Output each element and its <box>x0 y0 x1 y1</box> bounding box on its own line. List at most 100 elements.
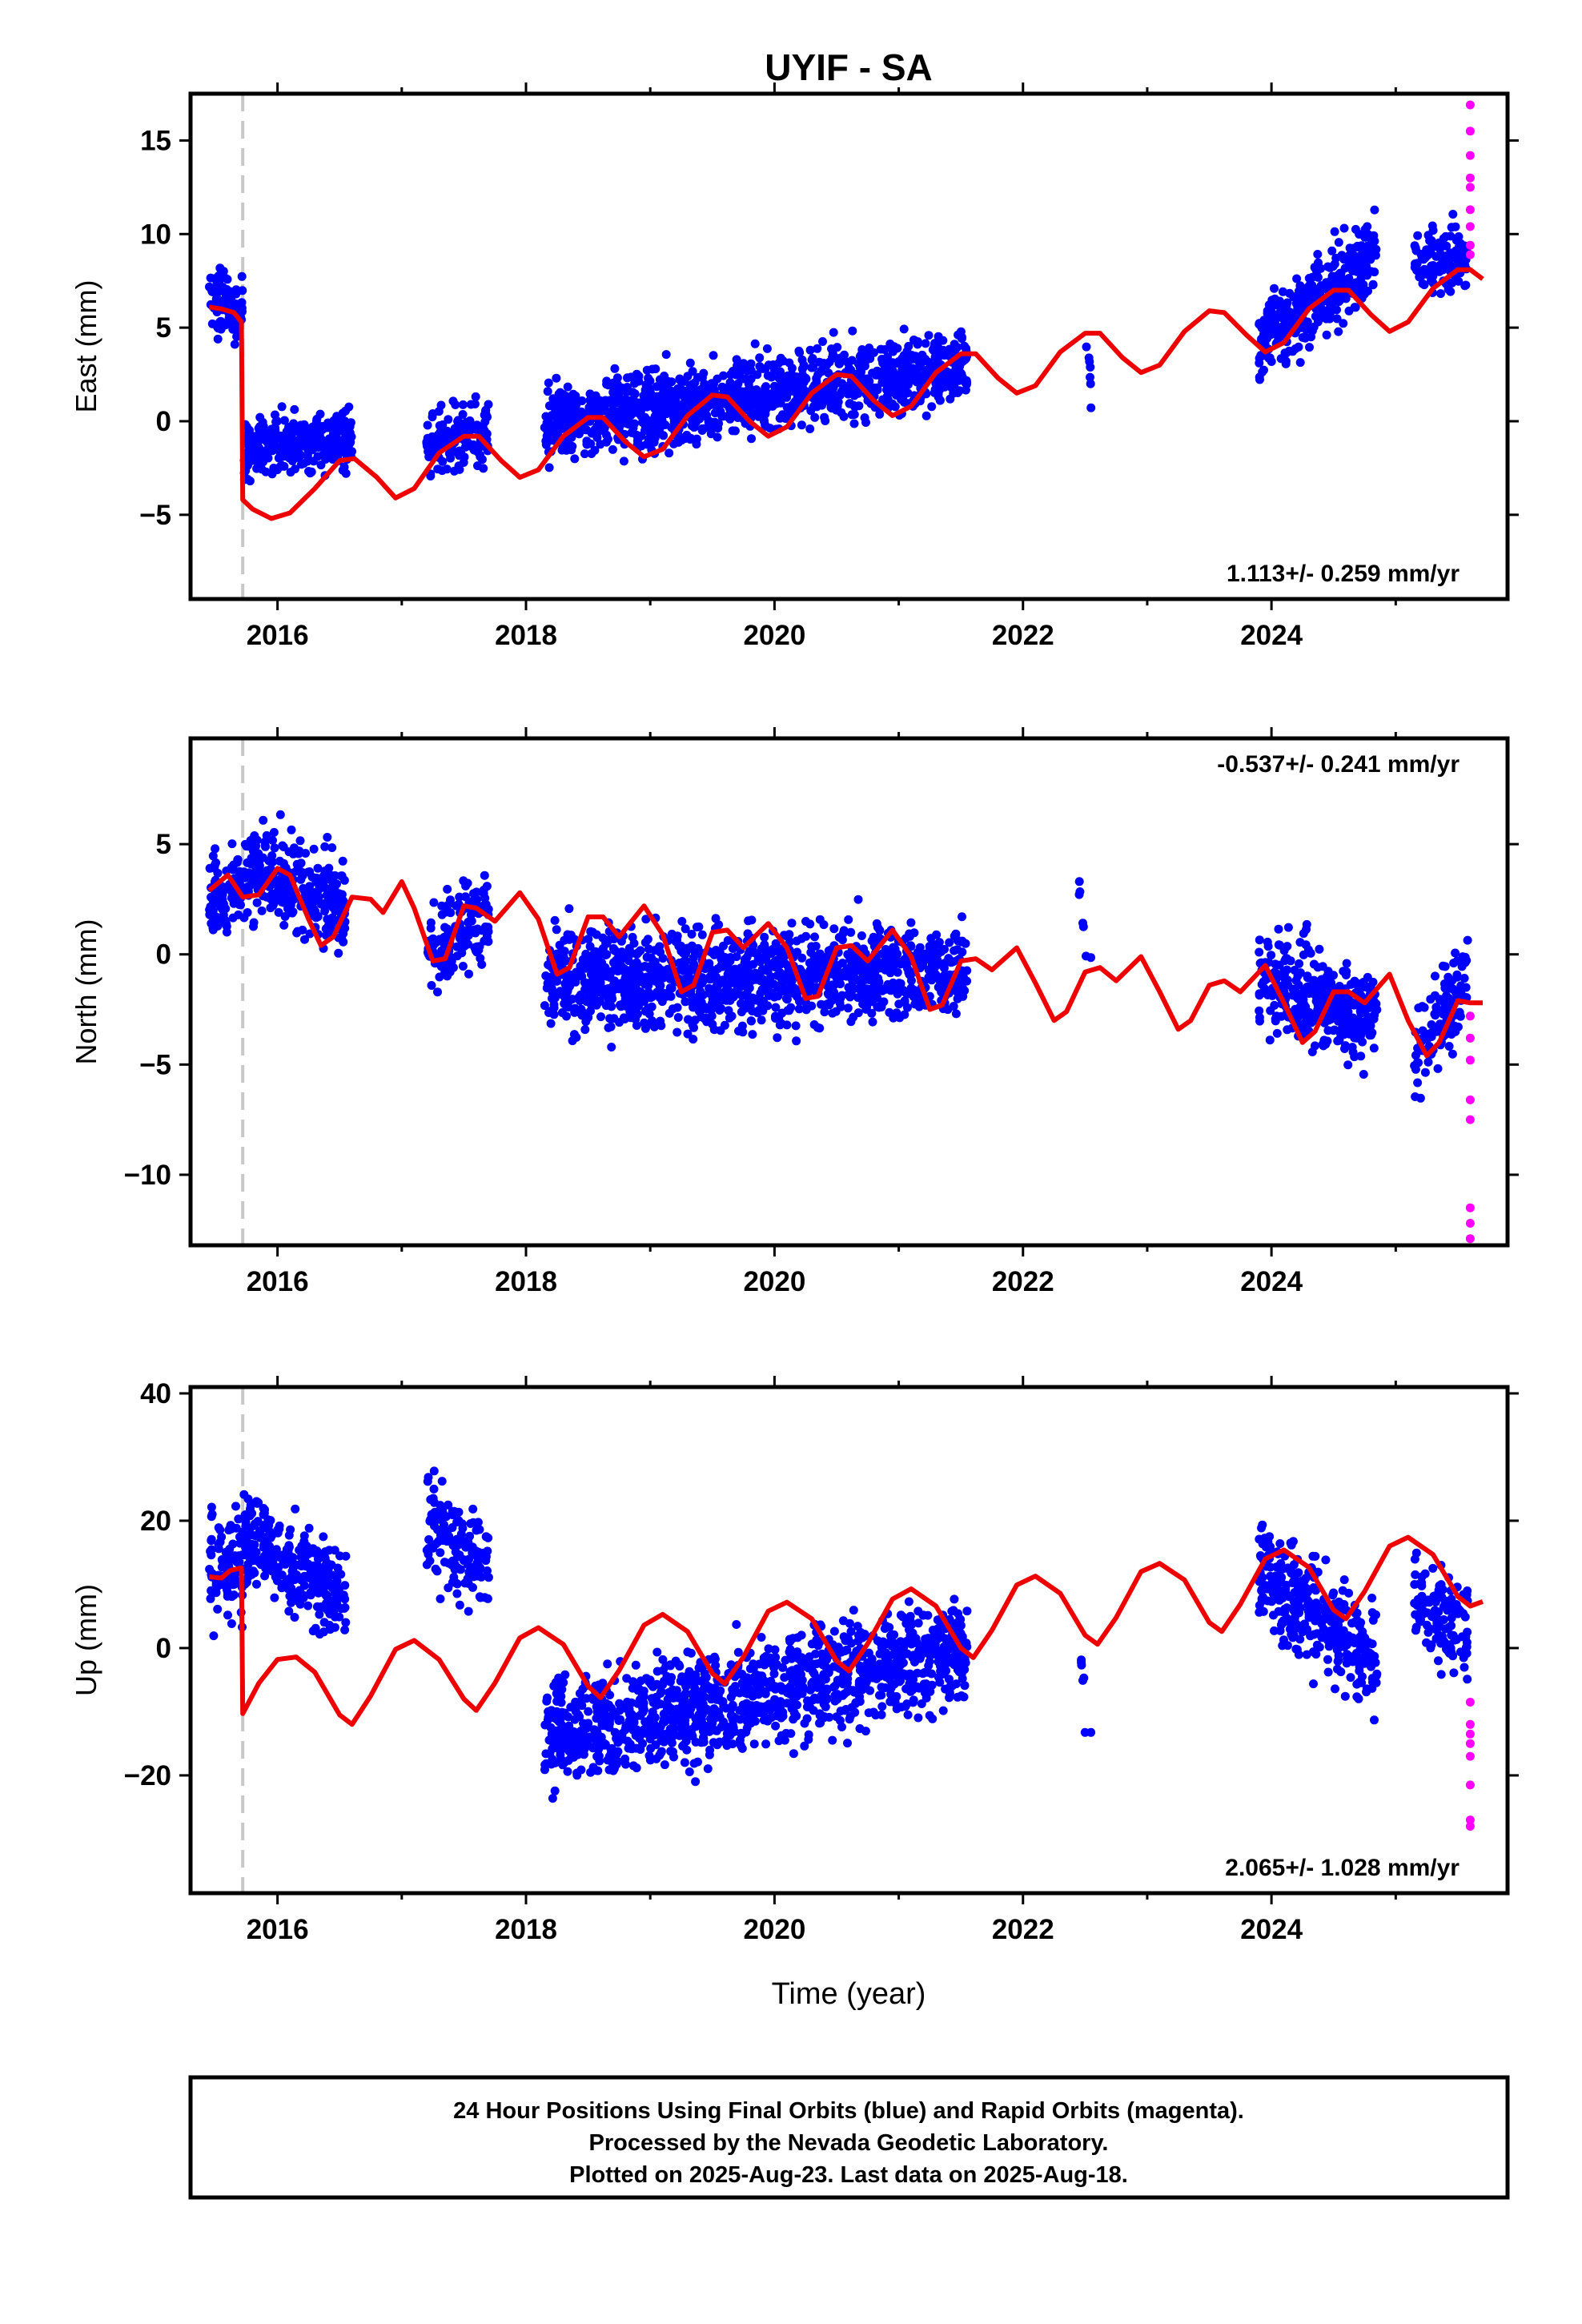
final-point <box>901 359 911 368</box>
final-point <box>1342 959 1351 968</box>
final-point <box>689 387 699 396</box>
final-point <box>849 410 859 419</box>
final-point <box>309 456 319 466</box>
final-point <box>295 1573 304 1582</box>
final-point <box>287 1592 297 1602</box>
final-point <box>818 337 827 346</box>
final-point <box>627 978 636 987</box>
final-point <box>657 415 667 424</box>
final-point <box>214 887 223 897</box>
final-point <box>423 420 432 430</box>
final-point <box>1368 977 1378 987</box>
final-point <box>656 947 665 957</box>
final-point <box>315 1564 324 1574</box>
final-point <box>839 412 849 421</box>
final-point <box>321 1574 330 1584</box>
final-point <box>1294 980 1303 990</box>
final-point <box>630 1006 640 1015</box>
final-point <box>333 899 343 908</box>
final-point <box>327 423 336 432</box>
final-point <box>545 972 555 982</box>
final-point <box>1255 947 1264 957</box>
final-point <box>319 437 328 447</box>
final-point <box>811 942 821 951</box>
final-point <box>797 386 807 396</box>
final-point <box>958 912 966 922</box>
final-point <box>890 402 900 412</box>
final-point <box>775 368 785 377</box>
final-point <box>1356 1008 1366 1018</box>
final-point <box>606 1014 616 1023</box>
final-point <box>1278 287 1287 296</box>
final-point <box>1423 1057 1433 1067</box>
final-point <box>235 1558 244 1567</box>
final-point <box>797 355 807 364</box>
final-point <box>572 967 581 977</box>
final-point <box>275 462 285 472</box>
final-point <box>1333 1036 1343 1046</box>
final-point <box>1307 272 1317 282</box>
rapid-points-east <box>1465 100 1475 259</box>
final-point <box>854 966 864 975</box>
final-point <box>1275 960 1284 970</box>
final-point <box>953 935 962 945</box>
final-point <box>1332 1013 1342 1023</box>
final-point <box>673 935 681 945</box>
final-point <box>705 975 715 984</box>
final-point <box>748 1030 757 1039</box>
final-point <box>580 1025 590 1035</box>
final-point <box>1368 279 1378 289</box>
final-point <box>284 1606 294 1616</box>
final-point <box>259 1540 269 1550</box>
final-point <box>295 1546 304 1555</box>
final-point <box>843 357 853 367</box>
final-point <box>762 344 772 353</box>
final-point <box>824 368 833 378</box>
final-point <box>1086 953 1095 963</box>
final-point <box>1302 919 1311 929</box>
final-point <box>1427 236 1436 245</box>
final-point <box>689 1035 698 1044</box>
final-point <box>831 1007 841 1016</box>
final-point <box>775 385 785 395</box>
final-point <box>869 384 878 394</box>
final-point <box>207 1550 216 1560</box>
final-point <box>1357 241 1366 251</box>
final-point <box>315 1582 323 1592</box>
final-point <box>602 430 611 440</box>
final-point <box>837 379 847 388</box>
final-point <box>252 898 262 907</box>
final-point <box>226 1521 235 1530</box>
final-point <box>907 976 916 985</box>
final-point <box>207 1536 216 1546</box>
final-point <box>1363 267 1372 276</box>
final-point <box>246 1501 255 1510</box>
final-point <box>1300 1001 1310 1011</box>
final-point <box>568 1036 577 1046</box>
final-point <box>934 332 943 341</box>
final-point <box>234 1514 243 1524</box>
final-point <box>220 273 230 283</box>
final-point <box>458 400 468 409</box>
final-point <box>602 971 612 981</box>
y-tick-label: 0 <box>156 939 171 971</box>
final-point <box>819 920 829 930</box>
final-point <box>208 851 218 861</box>
final-point <box>882 392 892 401</box>
final-point <box>1339 319 1348 328</box>
final-point <box>211 844 220 854</box>
final-point <box>596 440 605 449</box>
final-point <box>703 961 713 970</box>
final-points-north <box>205 810 1472 1103</box>
final-point <box>269 827 279 837</box>
final-point <box>750 339 760 348</box>
final-point <box>687 930 697 939</box>
final-point <box>773 1033 782 1043</box>
final-point <box>327 1579 337 1589</box>
final-point <box>848 326 857 336</box>
final-point <box>464 969 473 979</box>
final-point <box>597 402 607 412</box>
final-point <box>1442 241 1452 251</box>
final-point <box>661 379 671 388</box>
final-point <box>632 985 641 995</box>
